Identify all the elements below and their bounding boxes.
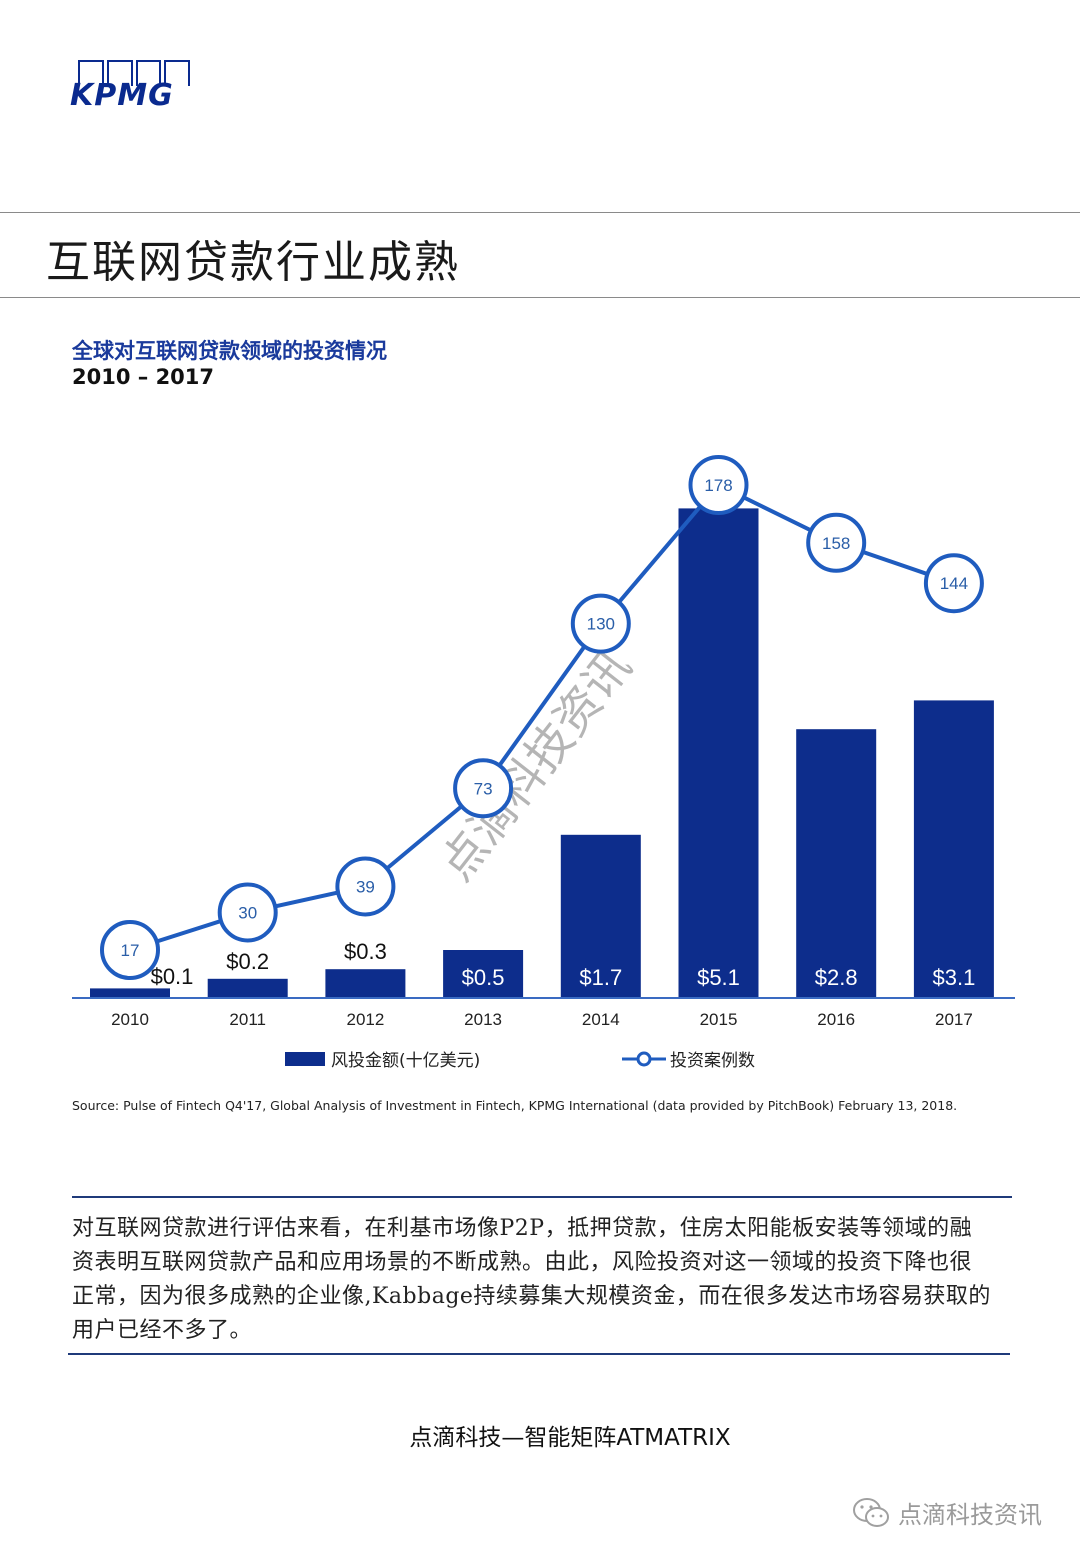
deal-label-2012: 39 bbox=[356, 877, 375, 896]
wechat-icon bbox=[853, 1497, 889, 1527]
bar-label-2012: $0.3 bbox=[344, 939, 387, 964]
deal-marker-2010 bbox=[100, 920, 160, 980]
x-tick-2010: 2010 bbox=[111, 1010, 149, 1029]
kpmg-logo: KPMG bbox=[70, 60, 190, 113]
deal-marker-2017 bbox=[923, 553, 984, 614]
bar-label-2011: $0.2 bbox=[226, 949, 269, 974]
deal-marker-2011 bbox=[217, 882, 278, 943]
deal-label-2015: 178 bbox=[704, 476, 732, 495]
bar-label-2015: $5.1 bbox=[697, 965, 740, 990]
bar-label-2014: $1.7 bbox=[579, 965, 622, 990]
legend-line-label: 投资案例数 bbox=[670, 1051, 755, 1071]
legend-item-line: 投资案例数 bbox=[622, 1046, 755, 1071]
bar-2012 bbox=[325, 969, 406, 998]
body-rule-bottom bbox=[68, 1353, 1010, 1355]
deal-marker-2015 bbox=[688, 455, 749, 515]
deal-marker-2013 bbox=[453, 758, 514, 819]
body-paragraph: 对互联网贷款进行评估来看，在利基市场像P2P，抵押贷款，住房太阳能板安装等领域的… bbox=[72, 1216, 991, 1343]
footer-title: 点滴科技—智能矩阵ATMATRIX bbox=[409, 1425, 731, 1451]
x-tick-2013: 2013 bbox=[464, 1010, 502, 1029]
legend-bar-label: 风投金额(十亿美元) bbox=[331, 1051, 481, 1071]
bar-2016 bbox=[796, 729, 877, 998]
wechat-account[interactable]: 点滴科技资讯 bbox=[852, 1495, 1042, 1530]
legend-line-swatch bbox=[622, 1051, 666, 1066]
bar-2010 bbox=[90, 988, 170, 998]
bar-2014 bbox=[560, 834, 641, 998]
x-tick-2011: 2011 bbox=[229, 1010, 266, 1029]
deal-label-2017: 144 bbox=[940, 574, 968, 593]
legend-item-bar: 风投金额(十亿美元) bbox=[285, 1046, 480, 1071]
bar-label-2013: $0.5 bbox=[462, 965, 505, 990]
bar-label-2017: $3.1 bbox=[932, 965, 975, 990]
x-tick-2015: 2015 bbox=[700, 1010, 738, 1029]
wechat-account-name: 点滴科技资讯 bbox=[898, 1501, 1042, 1529]
bar-label-2010: $0.1 bbox=[151, 964, 194, 989]
x-tick-2016: 2016 bbox=[817, 1010, 855, 1029]
deal-marker-2012 bbox=[335, 856, 396, 917]
bar-2015 bbox=[678, 508, 759, 998]
chart-subtitle: 2010 – 2017 bbox=[72, 365, 215, 389]
bar-2011 bbox=[207, 978, 288, 998]
bar-2013 bbox=[443, 950, 524, 998]
x-tick-2012: 2012 bbox=[346, 1010, 384, 1029]
source-note: Source: Pulse of Fintech Q4'17, Global A… bbox=[72, 1098, 958, 1113]
title-rule-top bbox=[0, 212, 1080, 213]
bar-2017 bbox=[913, 700, 994, 998]
investment-chart: 点滴科技资讯$0.1$0.2 $0.3$0.5 $1.7 $5.1 $2.8 $3.117… bbox=[72, 455, 1015, 1029]
deal-label-2010: 17 bbox=[121, 941, 140, 960]
logo-boxes bbox=[78, 60, 190, 86]
deal-label-2011: 30 bbox=[238, 903, 257, 922]
deal-label-2013: 73 bbox=[474, 779, 493, 798]
chart-title: 全球对互联网贷款领域的投资情况 bbox=[72, 339, 387, 363]
deal-label-2014: 130 bbox=[587, 615, 615, 634]
title-rule-bottom bbox=[0, 297, 1080, 298]
deal-label-2016: 158 bbox=[822, 534, 850, 553]
legend-bar-swatch bbox=[285, 1051, 325, 1066]
x-tick-2014: 2014 bbox=[582, 1010, 620, 1029]
deal-marker-2016 bbox=[806, 512, 867, 573]
deal-marker-2014 bbox=[570, 593, 631, 654]
body-rule-top bbox=[72, 1196, 1012, 1198]
x-tick-2017: 2017 bbox=[935, 1010, 973, 1029]
page-title: 互联网贷款行业成熟 bbox=[46, 237, 460, 288]
bar-label-2016: $2.8 bbox=[815, 965, 858, 990]
logo-text: KPMG bbox=[70, 78, 174, 113]
